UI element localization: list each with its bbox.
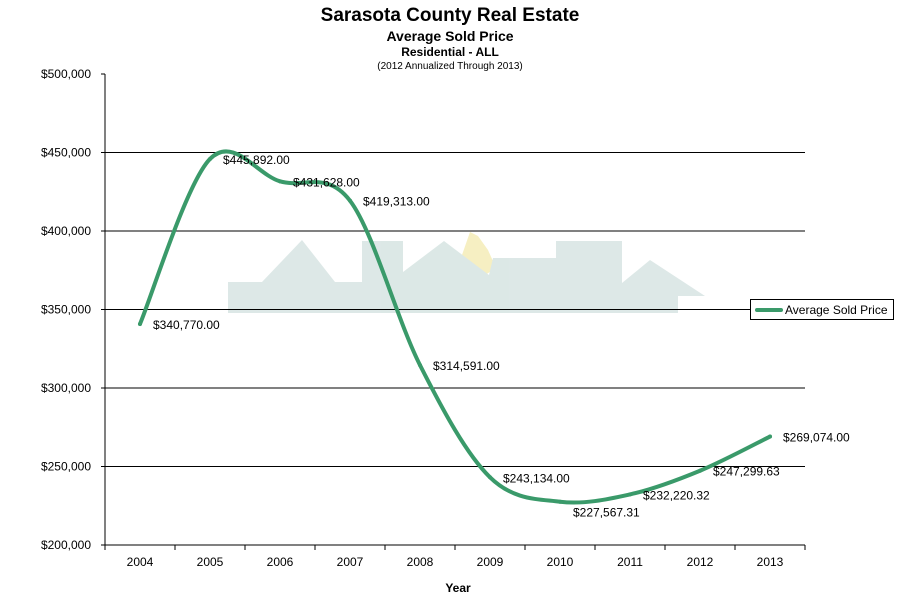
data-point bbox=[348, 198, 352, 203]
x-tick-label: 2007 bbox=[337, 555, 364, 569]
data-point bbox=[698, 468, 702, 473]
legend-swatch bbox=[755, 307, 783, 312]
chart-subtitle-2: Residential - ALL bbox=[401, 45, 499, 59]
y-tick-label: $500,000 bbox=[41, 67, 91, 81]
x-tick-label: 2005 bbox=[197, 555, 224, 569]
watermark-house-icon bbox=[228, 240, 705, 313]
x-tick-label: 2008 bbox=[407, 555, 434, 569]
data-label: $431,628.00 bbox=[293, 175, 360, 189]
data-point bbox=[278, 179, 282, 184]
data-point bbox=[558, 499, 562, 504]
x-tick-label: 2004 bbox=[127, 555, 154, 569]
data-point bbox=[628, 492, 632, 497]
chart-title: Sarasota County Real Estate bbox=[320, 5, 580, 26]
data-label: $247,299.63 bbox=[713, 465, 780, 479]
data-point bbox=[418, 363, 422, 368]
data-label: $243,134.00 bbox=[503, 471, 570, 485]
legend-label: Average Sold Price bbox=[785, 302, 888, 317]
x-tick-label: 2013 bbox=[757, 555, 784, 569]
data-label: $419,313.00 bbox=[363, 195, 430, 209]
x-tick-label: 2011 bbox=[617, 555, 643, 569]
data-label: $445,892.00 bbox=[223, 153, 290, 167]
y-tick-label: $300,000 bbox=[41, 381, 91, 395]
chart-note: (2012 Annualized Through 2013) bbox=[377, 61, 523, 72]
y-tick-label: $200,000 bbox=[41, 538, 91, 552]
y-tick-label: $450,000 bbox=[41, 146, 91, 160]
data-point bbox=[488, 475, 492, 480]
data-label: $232,220.32 bbox=[643, 488, 710, 502]
x-tick-label: 2009 bbox=[477, 555, 504, 569]
data-label: $314,591.00 bbox=[433, 359, 500, 373]
y-tick-label: $400,000 bbox=[41, 224, 91, 238]
legend: Average Sold Price bbox=[750, 299, 894, 320]
data-point bbox=[208, 156, 212, 161]
watermark-logo bbox=[228, 232, 705, 313]
data-label: $269,074.00 bbox=[783, 431, 850, 445]
series-line-average-sold-price bbox=[138, 149, 772, 505]
y-tick-label: $250,000 bbox=[41, 460, 91, 474]
data-point bbox=[768, 434, 772, 439]
data-label: $340,770.00 bbox=[153, 318, 220, 332]
x-axis-label: Year bbox=[445, 581, 471, 595]
data-point bbox=[138, 321, 142, 326]
data-label: $227,567.31 bbox=[573, 506, 640, 520]
x-tick-label: 2012 bbox=[687, 555, 714, 569]
y-tick-label: $350,000 bbox=[41, 303, 91, 317]
x-tick-label: 2006 bbox=[267, 555, 294, 569]
x-tick-label: 2010 bbox=[547, 555, 574, 569]
chart-subtitle: Average Sold Price bbox=[386, 28, 514, 44]
